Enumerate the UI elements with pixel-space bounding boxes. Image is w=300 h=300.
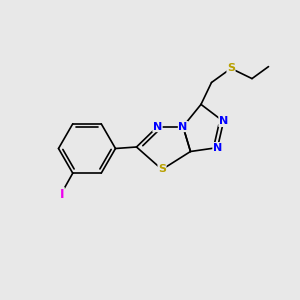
Text: N: N xyxy=(178,122,188,132)
Text: S: S xyxy=(227,63,235,74)
Text: N: N xyxy=(213,142,222,153)
Text: N: N xyxy=(219,116,228,127)
Text: N: N xyxy=(153,122,162,132)
Text: S: S xyxy=(158,164,166,175)
Text: I: I xyxy=(60,188,64,201)
